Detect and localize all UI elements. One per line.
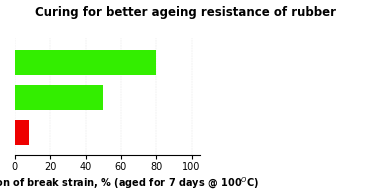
Bar (15, 85, 103, 110)
Bar (15, 120, 29, 145)
Bar (15, 50, 156, 75)
Text: Curing for better ageing resistance of rubber: Curing for better ageing resistance of r… (35, 6, 336, 19)
X-axis label: Retention of break strain, % (aged for 7 days @ 100$^{O}$C): Retention of break strain, % (aged for 7… (0, 176, 260, 189)
